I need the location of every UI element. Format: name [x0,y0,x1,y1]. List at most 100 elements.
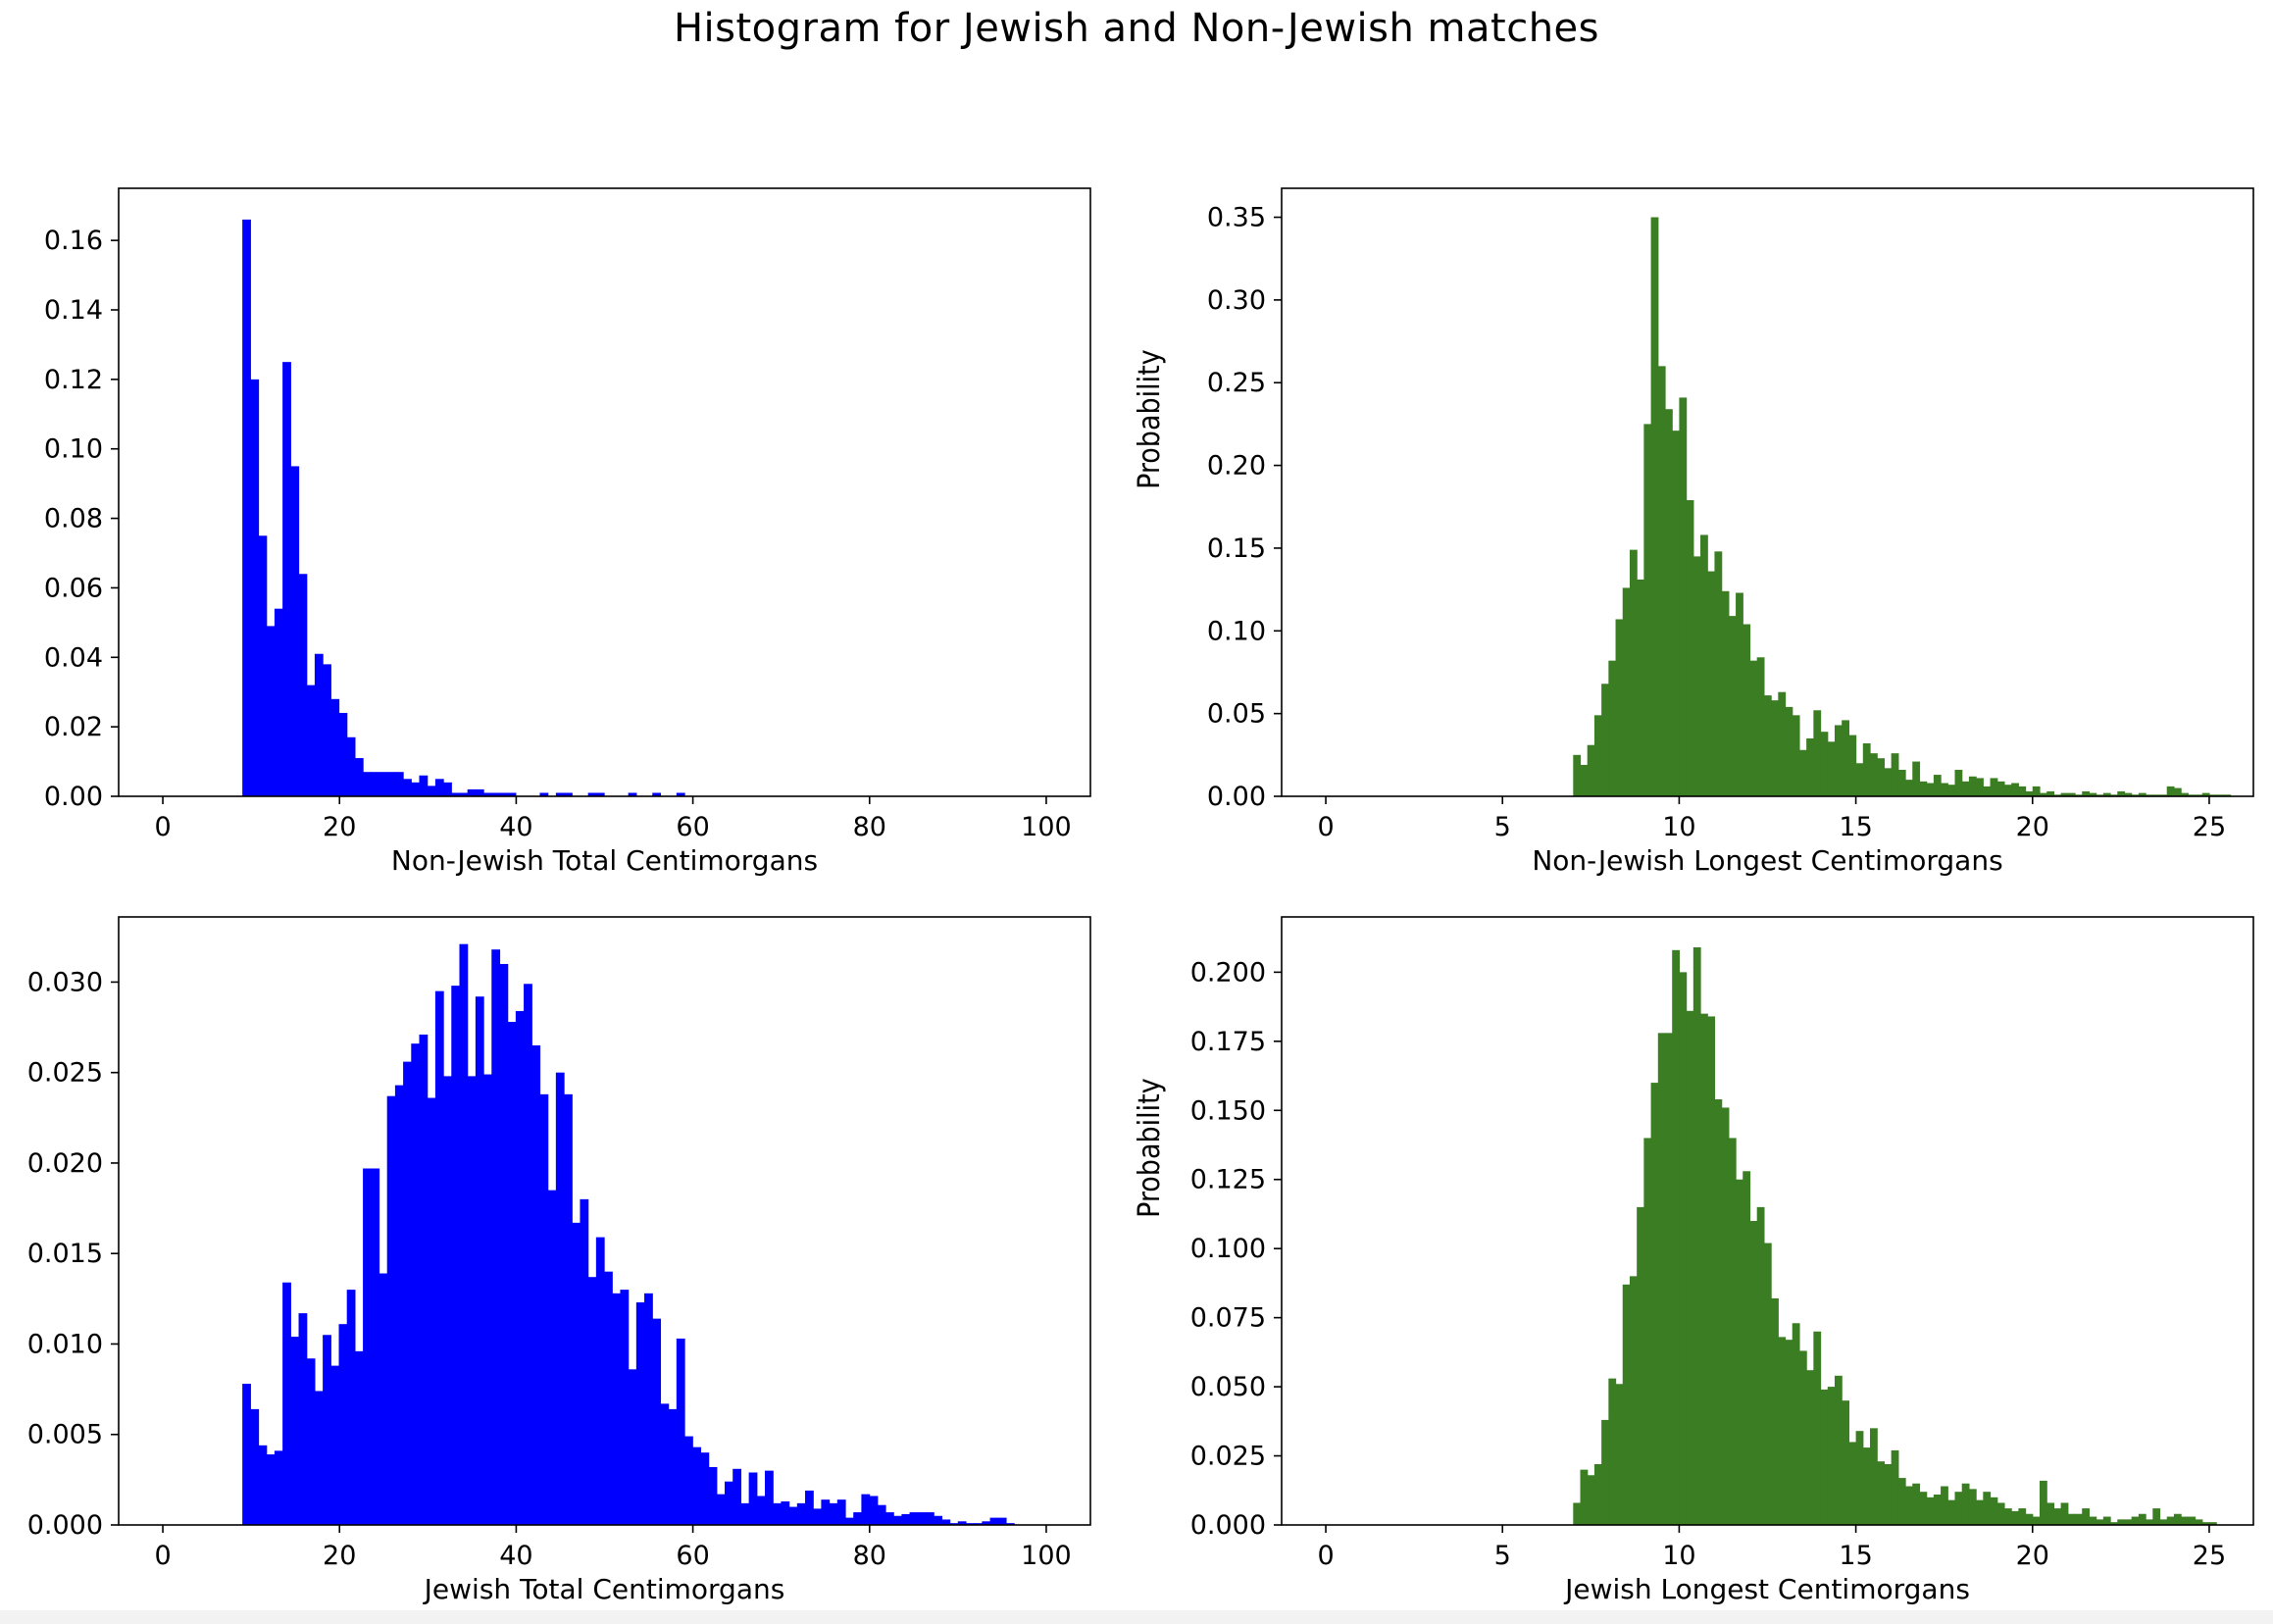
histogram-bar [1743,624,1751,796]
histogram-bar [266,626,276,796]
histogram-bar [2046,1502,2054,1525]
histogram-bar [692,1446,702,1525]
histogram-bar [2195,794,2203,796]
histogram-bar [652,1318,662,1525]
histogram-bar [491,792,501,796]
histogram-bar [2138,1513,2147,1525]
histogram-bar [2201,1522,2210,1525]
histogram-bars [242,219,685,796]
histogram-bar [386,1095,396,1525]
axes-frame [118,187,1091,797]
histogram-bar [2025,790,2034,796]
histogram-bar [1700,1013,1708,1525]
histogram-bar [628,1369,637,1525]
y-tick-label: 0.000 [1190,1510,1266,1541]
y-tick-label: 0.150 [1190,1095,1266,1126]
histogram-bar [1954,770,1963,796]
histogram-bars [1573,217,2232,796]
histogram-bar [1785,706,1793,796]
histogram-bar [467,1076,477,1525]
histogram-bar [1862,743,1871,796]
x-tick-label: 100 [1021,1541,1072,1571]
histogram-bar [290,1337,300,1525]
histogram-bar [684,1436,693,1525]
x-tick-label: 60 [676,1541,709,1571]
histogram-bar [403,1061,412,1525]
y-tick-label: 0.12 [44,365,103,395]
histogram-bar [1601,684,1609,796]
histogram-bar [2110,794,2118,796]
histogram-bar [1736,1179,1743,1525]
histogram-bar [901,1513,911,1525]
histogram-bar [1692,556,1701,796]
histogram-bar [2216,794,2224,796]
x-tick-label: 15 [1839,1541,1872,1571]
histogram-bar [1954,1492,1963,1525]
figure-title: Histogram for Jewish and Non-Jewish matc… [673,6,1600,51]
x-tick-label: 40 [499,1541,532,1571]
histogram-bar [1897,1478,1906,1525]
histogram-bar [1813,710,1822,796]
histogram-bar [1763,1243,1772,1525]
histogram-bar [1728,616,1737,796]
histogram-bar [1941,783,1948,796]
histogram-bar [394,1085,404,1525]
histogram-bar [1976,1499,1984,1525]
histogram-bar [298,574,308,796]
histogram-bar [1749,1221,1758,1525]
y-tick-label: 0.06 [44,573,103,603]
histogram-bar [411,1043,421,1525]
histogram-bar [1672,431,1681,796]
histogram-bar [2067,1513,2076,1525]
histogram-bar [1933,775,1942,796]
y-tick-label: 0.000 [27,1510,103,1541]
x-tick-label: 0 [1317,812,1334,842]
histogram-bar [1593,1464,1602,1525]
histogram-bar [829,1502,838,1525]
y-tick-label: 0.08 [44,504,103,534]
histogram-bar [1778,1337,1787,1525]
histogram-bar [2018,786,2027,796]
histogram-bar [1686,500,1694,796]
histogram-bar [893,1515,902,1525]
histogram-bar [1884,768,1893,796]
histogram-bar [2201,792,2210,796]
histogram-bar [338,712,348,796]
histogram-bar [1884,1464,1893,1525]
histogram-bar [250,379,260,796]
x-tick-label: 25 [2193,812,2226,842]
histogram-bar [1848,1442,1857,1525]
x-tick-label: 0 [154,812,171,842]
histogram-bar [1842,720,1849,796]
histogram-bar [1990,778,1998,796]
histogram-bar [668,1408,678,1525]
histogram-bar [1643,1138,1652,1525]
histogram-bar [282,1282,291,1525]
histogram-bar [853,1512,862,1525]
histogram-bar [1912,1483,1921,1525]
y-tick-label: 0.025 [1190,1442,1266,1472]
histogram-bar [1834,1375,1843,1525]
histogram-bar [781,1501,790,1525]
histogram-bar [363,1168,372,1525]
y-tick-label: 0.025 [27,1058,103,1089]
histogram-bar [1657,1033,1666,1525]
histogram-bar [507,1022,517,1525]
histogram-bar [1947,1499,1956,1525]
histogram-bar [725,1481,733,1525]
histogram-bar [539,792,549,796]
histogram-bar [2039,792,2047,796]
histogram-bar [1827,741,1836,796]
histogram-bar [1672,949,1681,1525]
histogram-bar [507,792,517,796]
histogram-bar [1792,715,1800,796]
histogram-bar [1692,947,1701,1525]
histogram-bar [1990,1497,1998,1525]
x-tick-label: 10 [1662,1541,1695,1571]
histogram-bar [1933,1495,1942,1525]
histogram-bar [2011,1510,2019,1525]
histogram-bar [1806,1370,1814,1525]
histogram-bar [434,779,444,796]
histogram-bar [957,1521,967,1525]
